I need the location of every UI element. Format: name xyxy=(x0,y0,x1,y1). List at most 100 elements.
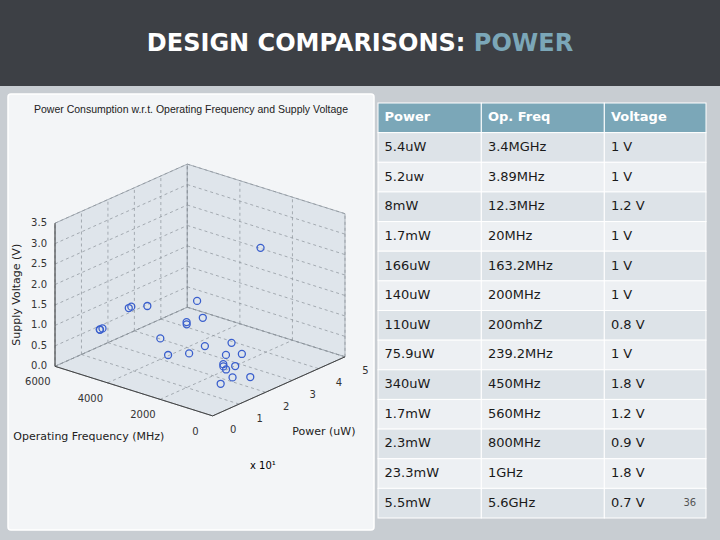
cell-text: 560MHz xyxy=(488,406,541,421)
table-cell xyxy=(604,311,706,341)
grid-line xyxy=(187,287,345,337)
table-cell xyxy=(481,311,604,341)
marks xyxy=(96,244,264,387)
table-cell xyxy=(481,281,604,311)
cell-text: 23.3mW xyxy=(385,465,440,480)
y-tick-label: 4 xyxy=(336,377,342,388)
page-title: DESIGN COMPARISONS: POWER xyxy=(147,29,573,57)
table-cell xyxy=(481,429,604,459)
table-cell xyxy=(378,251,481,281)
grid-line xyxy=(107,200,108,343)
point xyxy=(144,303,151,310)
cell-text: 1 V xyxy=(611,287,632,302)
cell-text: 1.2 V xyxy=(611,198,645,213)
table-cell xyxy=(378,192,481,222)
cell-text: 1GHz xyxy=(488,465,523,480)
table: PowerOp. FreqVoltage5.4uW3.4MGHz1 V5.2uw… xyxy=(378,103,706,518)
cell-text: 3.4MGHz xyxy=(488,139,547,154)
point xyxy=(194,297,201,304)
point xyxy=(257,244,264,251)
cell-text: 1.8 V xyxy=(611,465,645,480)
cell-text: 75.9uW xyxy=(385,346,435,361)
x-axis-label: Operating Frequency (MHz) xyxy=(13,430,164,443)
table-cell xyxy=(378,222,481,252)
cell-text: 200mhZ xyxy=(488,317,543,332)
point xyxy=(228,339,235,346)
header-text: Voltage xyxy=(611,109,667,124)
table-cell xyxy=(604,133,706,163)
point xyxy=(220,361,227,368)
table-cell xyxy=(481,133,604,163)
table-cell xyxy=(604,162,706,192)
table-cell xyxy=(604,429,706,459)
grid-line xyxy=(213,357,345,416)
table-cell xyxy=(378,311,481,341)
table-cell xyxy=(481,488,604,518)
header-cell xyxy=(604,103,706,133)
table-cell xyxy=(604,459,706,489)
y-tick-label: 0 xyxy=(230,424,236,435)
table-cell xyxy=(481,222,604,252)
table-cell xyxy=(378,281,481,311)
cell-text: 1 V xyxy=(611,169,632,184)
cell-text: 200MHz xyxy=(488,287,541,302)
grid-line xyxy=(187,205,345,255)
cell-text: 1 V xyxy=(611,139,632,154)
point xyxy=(232,363,239,370)
cell-text: 5.6GHz xyxy=(488,495,536,510)
axis-line xyxy=(213,357,345,416)
cell-text: 20MHz xyxy=(488,228,533,243)
point xyxy=(183,319,190,326)
grid-line xyxy=(160,176,161,319)
table-cell xyxy=(604,222,706,252)
page-title-part: DESIGN COMPARISONS: xyxy=(147,29,474,57)
table-cell xyxy=(378,370,481,400)
table-cell xyxy=(604,399,706,429)
table-cell xyxy=(481,340,604,370)
header-text: Op. Freq xyxy=(488,109,550,124)
x-tick-label: 6000 xyxy=(25,376,50,387)
y-axis-label: Power (uW) xyxy=(292,425,355,438)
title-bar xyxy=(0,0,720,86)
page-title-part: POWER xyxy=(474,29,573,57)
y-tick-label: 1 xyxy=(256,413,262,424)
page-number: 36 xyxy=(683,497,696,508)
table-cell xyxy=(378,399,481,429)
grid-line xyxy=(81,355,239,405)
grid-line xyxy=(187,164,188,307)
grid-line xyxy=(161,319,319,369)
grid-line xyxy=(239,181,240,324)
point xyxy=(96,326,103,333)
table-cell xyxy=(481,399,604,429)
table-cell xyxy=(378,340,481,370)
grid-line xyxy=(134,331,292,381)
grid-line xyxy=(187,164,345,214)
grid-line xyxy=(187,185,345,235)
chart-title: Power Consumption w.r.t. Operating Frequ… xyxy=(34,103,348,115)
point xyxy=(199,314,206,321)
point xyxy=(238,350,245,357)
table-cell xyxy=(481,459,604,489)
cell-text: 3.89MHz xyxy=(488,169,545,184)
point xyxy=(217,380,224,387)
z-tick-label: 0.5 xyxy=(31,340,47,351)
z-tick-label: 3.0 xyxy=(31,238,47,249)
cell-text: 1.2 V xyxy=(611,406,645,421)
grid-line xyxy=(187,266,345,316)
point xyxy=(222,351,229,358)
table-cell xyxy=(604,251,706,281)
grid-line xyxy=(55,164,187,223)
x-tick-label: 2000 xyxy=(130,409,155,420)
table-cell xyxy=(604,488,706,518)
z-tick-label: 0.0 xyxy=(31,360,47,371)
grid-line xyxy=(108,324,240,383)
cell-text: 110uW xyxy=(385,317,431,332)
z-axis-label: Supply Voltage (V) xyxy=(10,244,23,346)
cell-text: 5.5mW xyxy=(385,495,431,510)
table-cell xyxy=(604,340,706,370)
table-cell xyxy=(481,251,604,281)
z-tick-label: 2.5 xyxy=(31,258,47,269)
cell-text: 8mW xyxy=(385,198,419,213)
point xyxy=(229,374,236,381)
page: DESIGN COMPARISONS: POWER Power Consumpti… xyxy=(0,0,720,540)
